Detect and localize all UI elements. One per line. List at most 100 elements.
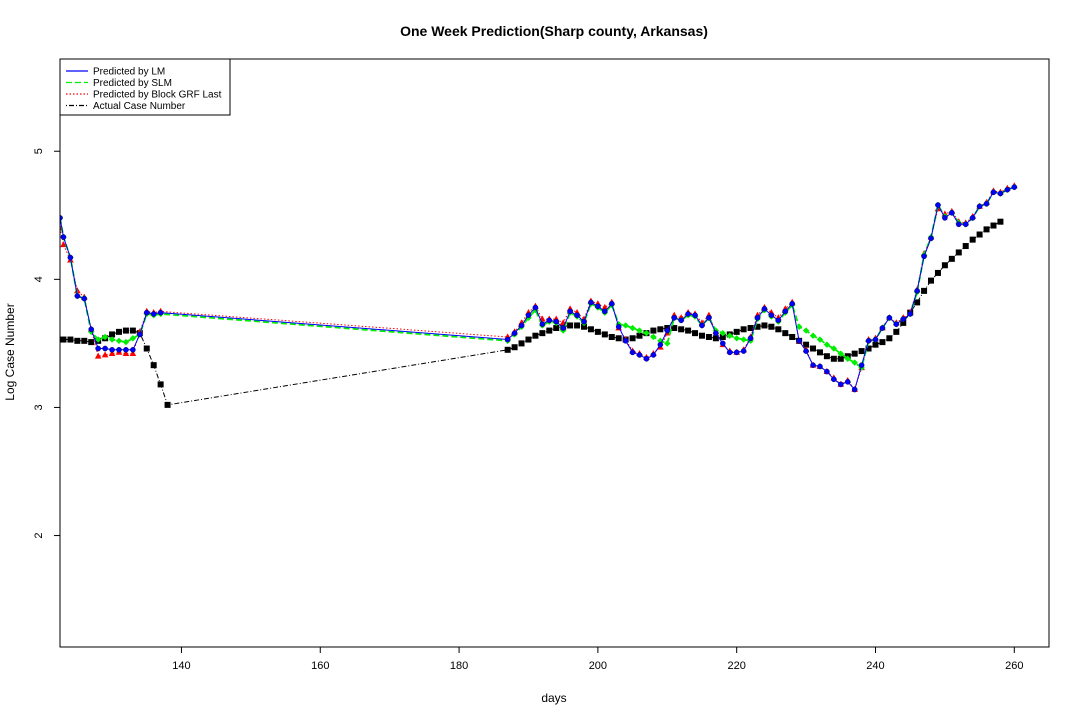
data-point-actual [636,332,643,339]
data-point-lm [754,314,761,321]
data-point-lm [595,303,601,310]
data-point-actual [893,328,900,335]
data-point-lm [504,336,511,343]
data-point-actual [692,330,699,337]
data-point-lm [643,355,650,362]
data-point-lm [893,321,900,327]
data-point-actual [761,322,768,329]
x-tick-label: 140 [172,660,190,672]
data-point-lm [650,352,657,358]
data-point-grf [101,351,109,358]
data-point-lm [747,335,754,342]
data-point-actual [872,341,879,348]
data-point-lm [720,340,726,347]
data-point-lm [914,288,920,294]
data-point-actual [629,335,636,342]
data-point-lm [532,304,539,311]
data-point-grf [94,352,102,359]
series-predicted-by-lm [60,184,1018,393]
data-point-slm [94,336,102,343]
data-point-lm [817,363,823,370]
plot-frame [59,58,1050,648]
data-point-lm [879,325,886,331]
chart-title: One Week Prediction(Sharp county, Arkans… [400,23,708,39]
data-point-lm [921,253,927,260]
data-point-lm [657,341,664,348]
data-point-actual [574,322,581,329]
x-tick-label: 180 [450,660,468,672]
data-point-lm [983,200,990,207]
data-point-lm [844,379,851,385]
data-point-grf [122,350,130,357]
data-point-actual [157,381,164,388]
data-point-lm [692,312,698,319]
data-point-actual [615,335,622,342]
data-point-lm [900,316,907,322]
data-point-lm [789,300,796,307]
data-point-slm [830,345,838,352]
data-point-lm [928,235,934,242]
data-point-lm [726,349,733,356]
data-point-grf [74,287,81,294]
data-point-lm [942,215,948,221]
data-point-actual [803,341,810,348]
data-point-actual [823,353,830,360]
data-point-actual [934,269,941,276]
data-point-lm [511,330,518,336]
data-point-slm [795,323,803,330]
data-point-lm [130,346,136,353]
data-point-lm [88,326,95,333]
data-point-actual [754,323,761,330]
data-point-actual [587,326,594,333]
data-point-lm [810,362,816,368]
data-point-actual [601,331,608,338]
data-point-actual [608,333,615,340]
data-point-actual [553,325,560,332]
data-point-grf [108,350,116,357]
data-point-grf [601,303,609,310]
legend-label: Predicted by Block GRF Last [93,90,222,101]
data-point-lm [608,300,615,307]
data-point-lm [837,381,844,388]
data-point-lm [102,345,108,352]
data-point-actual [518,340,525,347]
data-point-slm [664,340,671,347]
data-point-actual [650,327,657,334]
data-point-actual [60,336,67,343]
data-point-actual [546,327,553,334]
legend-label: Actual Case Number [93,101,186,112]
data-point-lm [976,203,983,210]
data-point-lm [949,209,955,216]
data-point-actual [143,345,150,352]
data-point-lm [546,317,553,324]
data-point-actual [594,328,601,335]
data-point-lm [588,299,594,306]
data-point-slm [809,332,817,339]
series-predicted-by-block-grf-last [60,182,1018,392]
data-point-actual [115,328,122,335]
data-point-lm [95,345,101,352]
data-point-lm [997,190,1004,197]
data-point-lm [865,338,872,344]
data-point-slm [837,350,844,357]
data-point-lm [761,306,768,312]
data-point-actual [837,355,844,362]
data-point-slm [622,322,629,329]
data-point-lm [664,327,671,334]
data-point-actual [81,337,88,344]
data-point-lm [539,321,546,327]
data-point-actual [504,346,511,353]
data-point-actual [921,287,928,294]
data-point-lm [567,308,573,315]
data-point-actual [928,277,935,284]
data-point-actual [969,236,976,243]
data-point-slm [844,355,851,362]
data-point-lm [525,312,532,319]
data-point-actual [525,336,532,343]
series-line-predicted-by-block-grf-last [60,185,1015,391]
data-point-actual [858,348,865,355]
x-tick-label: 160 [311,660,329,672]
